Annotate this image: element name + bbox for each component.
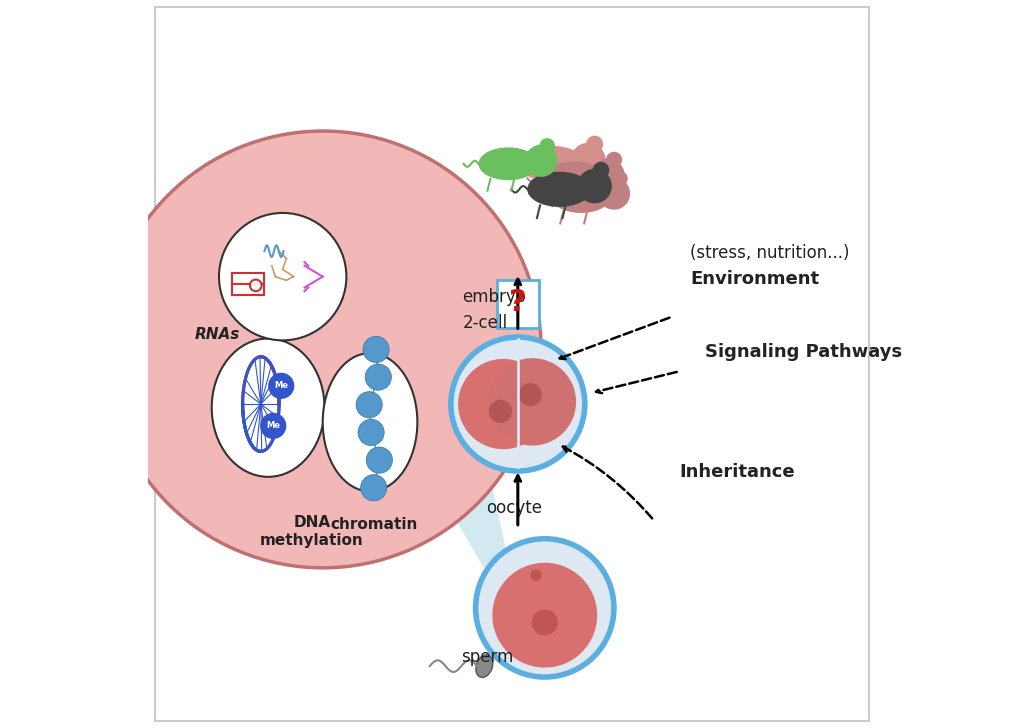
Text: Me: Me (266, 422, 281, 430)
Circle shape (570, 143, 606, 178)
Circle shape (488, 400, 512, 423)
Text: embryo: embryo (463, 288, 526, 306)
Circle shape (451, 337, 585, 471)
Circle shape (358, 419, 384, 446)
Circle shape (488, 358, 577, 446)
Text: sperm: sperm (461, 649, 513, 666)
Circle shape (531, 609, 558, 636)
Circle shape (362, 336, 389, 363)
Circle shape (518, 383, 542, 406)
Circle shape (475, 539, 614, 677)
Ellipse shape (219, 213, 346, 340)
Circle shape (540, 138, 555, 154)
Circle shape (366, 364, 391, 390)
Text: 2-cell: 2-cell (463, 314, 508, 331)
Circle shape (356, 392, 382, 418)
Circle shape (578, 169, 612, 203)
Text: ?: ? (509, 288, 526, 317)
Ellipse shape (551, 180, 611, 213)
Circle shape (606, 151, 623, 168)
Circle shape (586, 135, 603, 153)
Circle shape (530, 569, 542, 581)
Circle shape (104, 131, 541, 568)
Ellipse shape (527, 172, 591, 207)
Ellipse shape (476, 655, 493, 677)
Circle shape (260, 413, 287, 439)
Circle shape (593, 162, 609, 178)
Text: Inheritance: Inheritance (680, 463, 795, 480)
Circle shape (367, 447, 392, 473)
Ellipse shape (323, 353, 418, 491)
Text: Environment: Environment (690, 270, 819, 288)
Text: DNA
methylation: DNA methylation (260, 515, 364, 547)
Ellipse shape (212, 339, 325, 477)
Text: Signaling Pathways: Signaling Pathways (705, 343, 902, 360)
FancyBboxPatch shape (156, 7, 868, 721)
Ellipse shape (519, 146, 585, 182)
Text: RNAs: RNAs (195, 328, 240, 342)
Ellipse shape (478, 147, 539, 181)
Text: chromatin: chromatin (330, 517, 418, 531)
Ellipse shape (543, 162, 605, 195)
FancyBboxPatch shape (497, 280, 539, 328)
Circle shape (612, 171, 628, 186)
Text: (stress, nutrition...): (stress, nutrition...) (690, 245, 850, 262)
Circle shape (525, 145, 557, 177)
Circle shape (250, 280, 261, 291)
Circle shape (598, 178, 630, 210)
Circle shape (268, 373, 294, 399)
Text: oocyte: oocyte (486, 499, 543, 517)
Circle shape (591, 159, 625, 192)
Circle shape (360, 475, 387, 501)
Text: Me: Me (274, 381, 288, 390)
Circle shape (458, 359, 549, 449)
Polygon shape (428, 204, 526, 641)
Circle shape (493, 563, 597, 668)
